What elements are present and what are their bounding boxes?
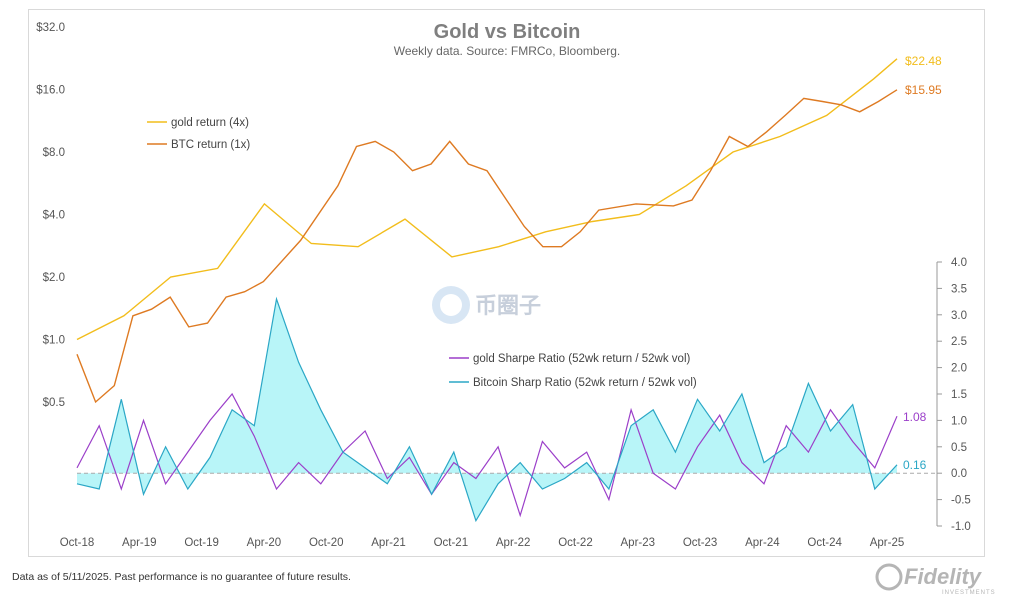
watermark: 币圈子 [432, 286, 541, 324]
right-tick-label: -1.0 [951, 521, 971, 533]
footer-note: Data as of 5/11/2025. Past performance i… [12, 571, 351, 583]
fidelity-brand-subtext: INVESTMENTS [942, 590, 996, 596]
x-axis: Oct-18 Apr-19 Oct-19 Apr-20 Oct-20 Apr-21 Oct-… [60, 537, 905, 549]
gold-vs-bitcoin-chart: Gold vs Bitcoin Weekly data. Source: FMR… [36, 21, 971, 549]
right-tick-label: 0.5 [951, 442, 967, 454]
right-tick-label: 0.0 [951, 468, 967, 480]
end-label: $15.95 [905, 83, 942, 97]
series-lines [76, 58, 898, 523]
gold-return-line [76, 58, 898, 341]
chart-title: Gold vs Bitcoin [434, 21, 581, 43]
left-tick-label: $16.0 [36, 85, 65, 97]
x-tick-label: Apr-24 [745, 537, 780, 549]
legend-label: BTC return (1x) [171, 139, 250, 151]
x-tick-label: Oct-23 [683, 537, 718, 549]
x-tick-label: Apr-20 [247, 537, 282, 549]
left-tick-label: $2.0 [43, 272, 65, 284]
x-tick-label: Apr-19 [122, 537, 157, 549]
x-tick-label: Apr-21 [371, 537, 406, 549]
end-labels: $22.48 $15.95 1.08 0.16 [903, 54, 942, 472]
right-tick-label: 1.0 [951, 415, 967, 427]
right-tick-label: 1.5 [951, 389, 967, 401]
right-tick-label: 3.0 [951, 310, 967, 322]
left-axis: $32.0 $16.0 $8.0 $4.0 $2.0 $1.0 $0.5 [36, 22, 65, 409]
legend-label: gold Sharpe Ratio (52wk return / 52wk vo… [473, 353, 690, 365]
left-tick-label: $8.0 [43, 147, 65, 159]
btc-sharpe-line [76, 296, 898, 523]
x-tick-label: Apr-25 [870, 537, 905, 549]
right-axis: 4.0 3.5 3.0 2.5 2.0 1.5 1.0 0.5 0.0 -0.5 -1.0 [936, 257, 971, 533]
gold-sharpe-line [76, 392, 898, 518]
right-tick-label: 2.5 [951, 336, 967, 348]
x-tick-label: Oct-20 [309, 537, 344, 549]
fidelity-logo-icon [875, 563, 903, 591]
left-tick-label: $4.0 [43, 210, 65, 222]
x-tick-label: Oct-22 [558, 537, 593, 549]
right-tick-label: -0.5 [951, 495, 971, 507]
btc-sharpe-fill [77, 299, 897, 521]
legend-label: Bitcoin Sharp Ratio (52wk return / 52wk … [473, 377, 697, 389]
fidelity-logo: Fidelity INVESTMENTS [875, 563, 996, 596]
watermark-logo-inner [440, 294, 462, 316]
right-tick-label: 2.0 [951, 363, 967, 375]
end-label: 0.16 [903, 458, 927, 472]
chart-subtitle: Weekly data. Source: FMRCo, Bloomberg. [394, 44, 621, 58]
end-label: $22.48 [905, 54, 942, 68]
legend: gold return (4x) BTC return (1x) gold Shar… [147, 117, 697, 389]
x-tick-label: Oct-18 [60, 537, 95, 549]
chart-frame: Gold vs Bitcoin Weekly data. Source: FMR… [28, 9, 985, 557]
x-tick-label: Oct-24 [807, 537, 842, 549]
btc-return-line [76, 89, 898, 404]
x-tick-label: Oct-21 [434, 537, 469, 549]
left-tick-label: $1.0 [43, 335, 65, 347]
end-label: 1.08 [903, 410, 927, 424]
watermark-text: 币圈子 [475, 294, 541, 319]
right-tick-label: 3.5 [951, 283, 967, 295]
left-tick-label: $0.5 [43, 397, 65, 409]
left-tick-label: $32.0 [36, 22, 65, 34]
fidelity-brand-text: Fidelity [904, 564, 983, 589]
x-tick-label: Oct-19 [184, 537, 219, 549]
right-tick-label: 4.0 [951, 257, 967, 269]
x-tick-label: Apr-23 [621, 537, 656, 549]
legend-label: gold return (4x) [171, 117, 249, 129]
sharpe-fill-area [77, 299, 897, 521]
x-tick-label: Apr-22 [496, 537, 531, 549]
